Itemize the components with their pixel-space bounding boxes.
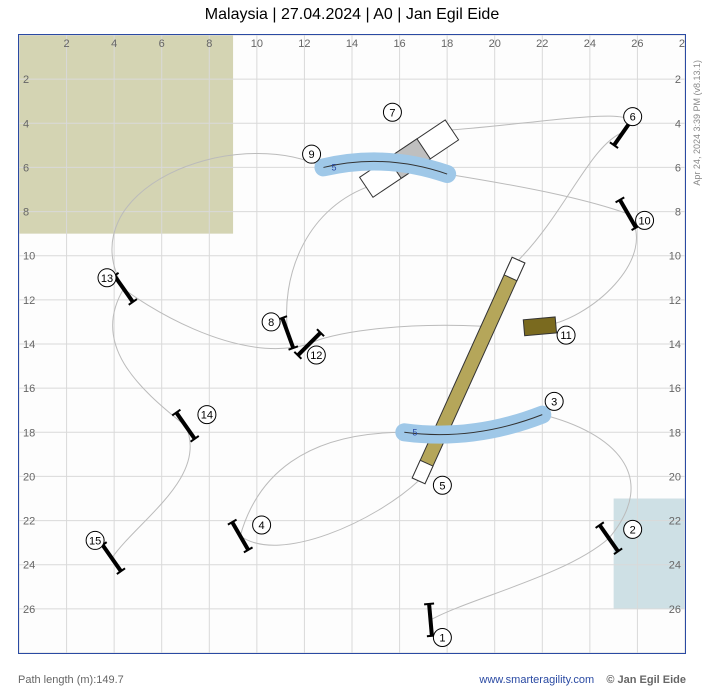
path-length-label: Path length (m):149.7 xyxy=(18,674,124,686)
svg-text:24: 24 xyxy=(584,38,596,50)
svg-text:26: 26 xyxy=(631,38,643,50)
winged-jump xyxy=(523,317,556,336)
svg-text:2: 2 xyxy=(64,38,70,50)
site-link[interactable]: www.smarteragility.com xyxy=(479,674,594,686)
course-path xyxy=(112,426,190,558)
svg-text:6: 6 xyxy=(675,162,681,174)
obstacle-number: 7 xyxy=(389,107,395,119)
svg-text:14: 14 xyxy=(23,339,35,351)
svg-text:20: 20 xyxy=(23,471,35,483)
svg-text:16: 16 xyxy=(669,383,681,395)
course-path xyxy=(287,187,367,333)
svg-text:12: 12 xyxy=(23,295,35,307)
svg-text:18: 18 xyxy=(23,427,35,439)
svg-text:20: 20 xyxy=(489,38,501,50)
footer: Path length (m):149.7 www.smarteragility… xyxy=(18,674,686,686)
svg-text:8: 8 xyxy=(675,207,681,219)
svg-text:16: 16 xyxy=(393,38,405,50)
course-path xyxy=(452,116,631,132)
svg-text:4: 4 xyxy=(23,118,29,130)
course-path xyxy=(240,481,418,545)
svg-text:4: 4 xyxy=(675,118,681,130)
svg-text:6: 6 xyxy=(159,38,165,50)
obstacle-number: 12 xyxy=(310,350,322,362)
svg-text:5: 5 xyxy=(331,162,336,172)
svg-text:26: 26 xyxy=(669,604,681,616)
course-path xyxy=(447,174,628,214)
jump xyxy=(103,545,121,571)
jump xyxy=(620,200,636,228)
svg-text:22: 22 xyxy=(23,516,35,528)
obstacle-number: 10 xyxy=(638,215,650,227)
obstacle-number: 3 xyxy=(551,396,557,408)
obstacle-number: 15 xyxy=(89,535,101,547)
course-path xyxy=(309,325,483,344)
obstacle-number: 8 xyxy=(268,317,274,329)
svg-text:4: 4 xyxy=(111,38,117,50)
svg-text:2: 2 xyxy=(23,74,29,86)
obstacle-number: 2 xyxy=(630,524,636,536)
timestamp-note: Apr 24, 2024 3:39 PM (v8.13.1) xyxy=(692,60,702,186)
course-path xyxy=(519,132,624,260)
svg-text:10: 10 xyxy=(669,251,681,263)
svg-text:14: 14 xyxy=(669,339,681,351)
svg-text:24: 24 xyxy=(669,560,681,572)
course-svg: 2468101214161820222426282244668810101212… xyxy=(19,35,685,653)
obstacle-number: 11 xyxy=(560,330,571,342)
svg-text:22: 22 xyxy=(669,516,681,528)
obstacle-number: 9 xyxy=(309,149,315,161)
svg-text:8: 8 xyxy=(206,38,212,50)
obstacle-number: 14 xyxy=(201,410,213,422)
jump xyxy=(429,604,432,636)
obstacle-number: 5 xyxy=(439,480,445,492)
svg-text:10: 10 xyxy=(23,251,35,263)
svg-text:20: 20 xyxy=(669,471,681,483)
svg-text:26: 26 xyxy=(23,604,35,616)
obstacle-number: 4 xyxy=(259,520,265,532)
course-path xyxy=(113,289,186,426)
svg-text:12: 12 xyxy=(669,295,681,307)
course-path xyxy=(431,538,609,620)
jump xyxy=(232,522,248,550)
jump xyxy=(114,276,132,302)
zone xyxy=(19,35,233,234)
dogwalk xyxy=(412,257,525,483)
svg-text:2: 2 xyxy=(675,74,681,86)
svg-text:16: 16 xyxy=(23,383,35,395)
svg-text:10: 10 xyxy=(251,38,263,50)
copyright: © Jan Egil Eide xyxy=(606,674,686,686)
obstacle-number: 13 xyxy=(101,273,113,285)
svg-text:12: 12 xyxy=(298,38,310,50)
jump xyxy=(282,318,293,348)
obstacle-number: 1 xyxy=(439,633,445,645)
jump xyxy=(176,413,194,439)
svg-text:28: 28 xyxy=(679,38,685,50)
course-plot: 2468101214161820222426282244668810101212… xyxy=(18,34,686,654)
svg-text:8: 8 xyxy=(23,207,29,219)
svg-text:18: 18 xyxy=(669,427,681,439)
svg-text:5: 5 xyxy=(412,427,417,437)
svg-text:22: 22 xyxy=(536,38,548,50)
obstacle-number: 6 xyxy=(630,112,636,124)
page-title: Malaysia | 27.04.2024 | A0 | Jan Egil Ei… xyxy=(0,0,704,28)
course-path xyxy=(540,214,637,326)
svg-text:18: 18 xyxy=(441,38,453,50)
svg-text:14: 14 xyxy=(346,38,358,50)
svg-text:24: 24 xyxy=(23,560,35,572)
svg-text:6: 6 xyxy=(23,162,29,174)
